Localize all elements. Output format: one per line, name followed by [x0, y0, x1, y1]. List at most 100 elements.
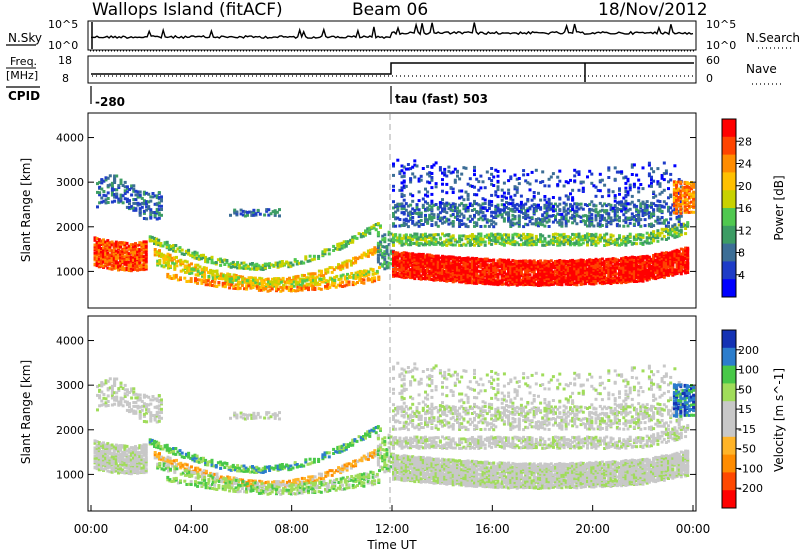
power-cell — [134, 193, 138, 197]
power-cell — [400, 251, 404, 255]
power-cell — [530, 266, 534, 270]
power-cell — [413, 209, 417, 212]
power-cell — [513, 273, 517, 277]
power-cell — [492, 216, 496, 219]
power-cell — [611, 278, 615, 282]
power-cell — [324, 279, 328, 283]
power-cell — [97, 265, 101, 269]
power-cell — [130, 186, 134, 190]
power-cell — [609, 261, 613, 265]
power-cell — [583, 278, 587, 282]
power-cell — [547, 206, 551, 210]
power-cell — [487, 199, 491, 203]
power-cell — [577, 275, 581, 279]
power-cell — [257, 288, 261, 292]
power-cell — [502, 241, 506, 245]
power-cell — [441, 265, 444, 268]
power-cell — [95, 237, 99, 241]
power-cell — [624, 259, 628, 263]
power-cell — [677, 229, 681, 233]
power-cell — [142, 255, 146, 259]
power-cell — [456, 174, 459, 178]
power-cell — [426, 218, 430, 222]
power-cell — [104, 176, 108, 180]
power-cell — [155, 251, 159, 255]
power-cell — [490, 242, 494, 246]
power-cell — [496, 195, 500, 199]
power-cell — [554, 236, 557, 240]
power-cell — [564, 262, 568, 266]
power-cell — [411, 260, 415, 264]
power-cell — [483, 259, 487, 263]
power-cell — [483, 263, 487, 267]
power-cell — [524, 179, 528, 183]
power-cell — [517, 236, 521, 239]
power-cell — [217, 281, 221, 284]
power-cell — [250, 284, 253, 288]
power-cell — [579, 260, 583, 264]
power-cell — [673, 227, 677, 231]
power-cell — [449, 275, 453, 278]
power-cell — [511, 233, 515, 237]
power-cell — [213, 277, 217, 281]
power-cell — [569, 266, 572, 270]
power-cell — [411, 263, 415, 267]
power-cell — [281, 286, 285, 290]
power-cell — [519, 264, 523, 268]
power-cell — [225, 259, 229, 262]
power-cell — [149, 213, 153, 217]
power-cell — [366, 227, 370, 231]
power-cell — [411, 234, 415, 238]
power-cell — [340, 244, 344, 248]
power-cell — [650, 267, 653, 271]
power-cell — [381, 234, 385, 238]
power-cell — [656, 256, 660, 260]
power-cell — [511, 217, 515, 221]
power-cell — [140, 241, 144, 245]
power-cell — [652, 202, 656, 206]
power-cell — [468, 184, 472, 188]
power-cell — [119, 266, 123, 270]
power-cell — [151, 192, 155, 195]
power-cell — [515, 234, 519, 238]
power-cell — [104, 194, 108, 198]
power-cell — [558, 276, 562, 280]
power-cell — [436, 213, 440, 217]
power-cell — [562, 277, 566, 281]
power-cell — [460, 202, 464, 206]
power-cell — [157, 213, 161, 217]
power-cell — [598, 224, 602, 228]
power-cell — [197, 257, 201, 261]
power-cell — [140, 201, 144, 205]
power-cell — [235, 213, 239, 217]
power-cell — [635, 242, 639, 246]
power-cell — [522, 225, 526, 229]
power-cell — [402, 265, 406, 269]
power-cell — [505, 281, 508, 285]
power-cell — [613, 257, 617, 261]
power-cell — [650, 259, 653, 263]
power-cell — [600, 277, 604, 281]
power-cell — [460, 278, 464, 282]
power-cell — [579, 220, 583, 224]
power-cell — [479, 257, 483, 261]
power-cell — [354, 277, 358, 280]
power-cell — [545, 241, 549, 245]
power-cell — [436, 262, 440, 266]
power-cell — [168, 253, 172, 257]
power-cell — [134, 208, 138, 212]
power-cell — [466, 281, 470, 285]
power-cell — [409, 259, 413, 263]
power-cell — [603, 209, 607, 213]
power-cell — [145, 205, 149, 209]
power-cell — [417, 215, 421, 218]
power-cell — [575, 281, 579, 285]
power-cell — [132, 198, 136, 201]
power-cell — [545, 281, 549, 285]
power-cell — [125, 190, 129, 194]
power-cell — [346, 272, 349, 276]
power-cell — [166, 272, 170, 276]
power-cell — [532, 261, 536, 265]
power-cell — [515, 187, 519, 191]
power-cell — [447, 165, 451, 169]
